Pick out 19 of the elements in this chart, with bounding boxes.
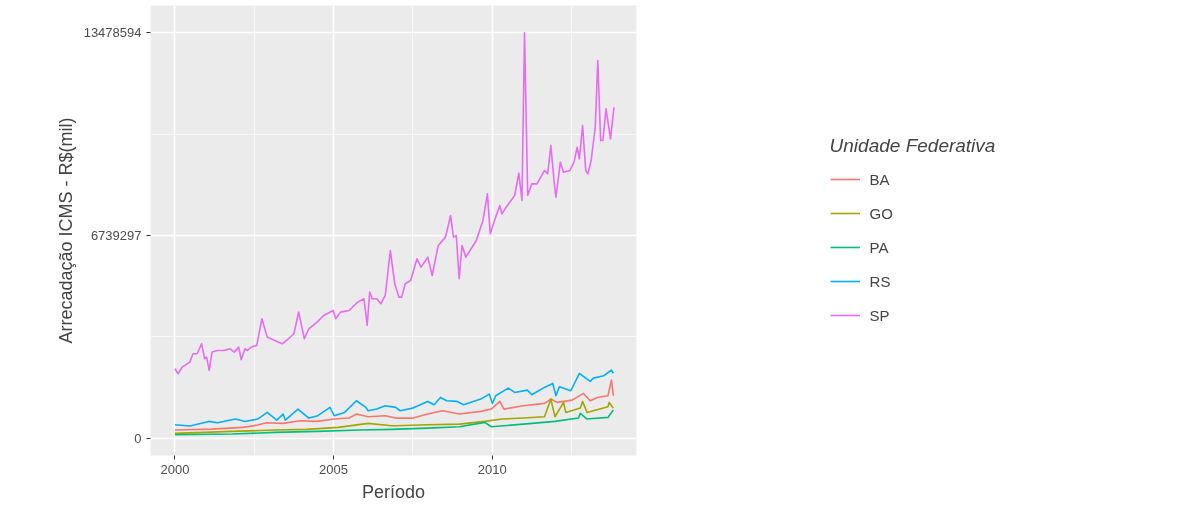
legend-label: BA xyxy=(869,170,890,188)
line-series xyxy=(174,379,615,431)
line-series xyxy=(174,369,615,427)
legend-title: Unidade Federativa xyxy=(829,135,996,157)
x-tick-label: 2000 xyxy=(160,461,190,477)
line-series xyxy=(174,32,615,375)
x-tick-label: 2005 xyxy=(319,461,349,477)
legend-label: SP xyxy=(869,306,890,324)
legend-label: GO xyxy=(869,204,893,222)
legend-label: RS xyxy=(869,272,891,290)
x-axis-title: Período xyxy=(361,481,426,502)
line-series xyxy=(174,398,615,435)
y-tick-label: 13478594 xyxy=(83,25,142,41)
y-tick-label: 0 xyxy=(134,430,142,446)
legend-label: PA xyxy=(869,238,890,256)
y-axis-title: Arrecadação ICMS - R$(mil) xyxy=(55,117,76,344)
line-series xyxy=(174,409,615,436)
x-tick-label: 2010 xyxy=(477,461,507,477)
y-tick-label: 6739297 xyxy=(90,227,142,243)
